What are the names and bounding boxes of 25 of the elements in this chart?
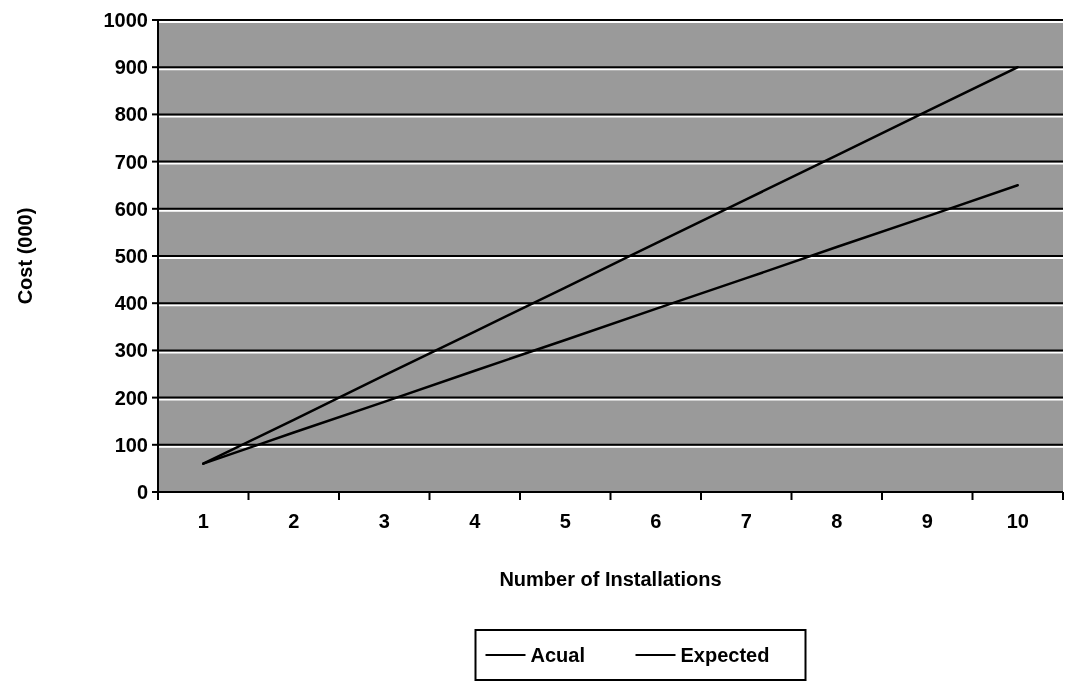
y-tick-label: 100: [114, 433, 148, 456]
y-tick-label: 200: [114, 386, 148, 409]
x-tick-label: 1: [197, 510, 209, 532]
y-tick-label: 300: [114, 339, 148, 362]
x-tick-label: 3: [378, 510, 390, 532]
y-tick-label: 900: [114, 56, 148, 79]
y-tick-label: 400: [114, 292, 148, 315]
x-tick-label: 6: [650, 510, 662, 532]
y-axis-title: Cost (000): [14, 207, 36, 305]
x-tick-label: 9: [921, 510, 933, 532]
y-tick-label: 0: [136, 481, 148, 503]
x-axis-title: Number of Installations: [499, 568, 722, 590]
x-tick-label: 2: [288, 510, 300, 532]
x-tick-label: 7: [740, 510, 752, 532]
x-tick-label: 8: [831, 510, 843, 532]
x-tick-label: 10: [1006, 510, 1029, 532]
y-tick-label: 800: [114, 103, 148, 126]
x-tick-label: 4: [469, 510, 482, 532]
y-tick-label: 700: [114, 150, 148, 173]
y-tick-label: 500: [114, 245, 148, 267]
legend-label: Acual: [530, 644, 585, 666]
y-tick-label: 600: [114, 197, 148, 220]
x-tick-label: 5: [559, 510, 571, 532]
y-tick-label: 1000: [103, 9, 148, 31]
legend-label: Expected: [680, 644, 770, 666]
